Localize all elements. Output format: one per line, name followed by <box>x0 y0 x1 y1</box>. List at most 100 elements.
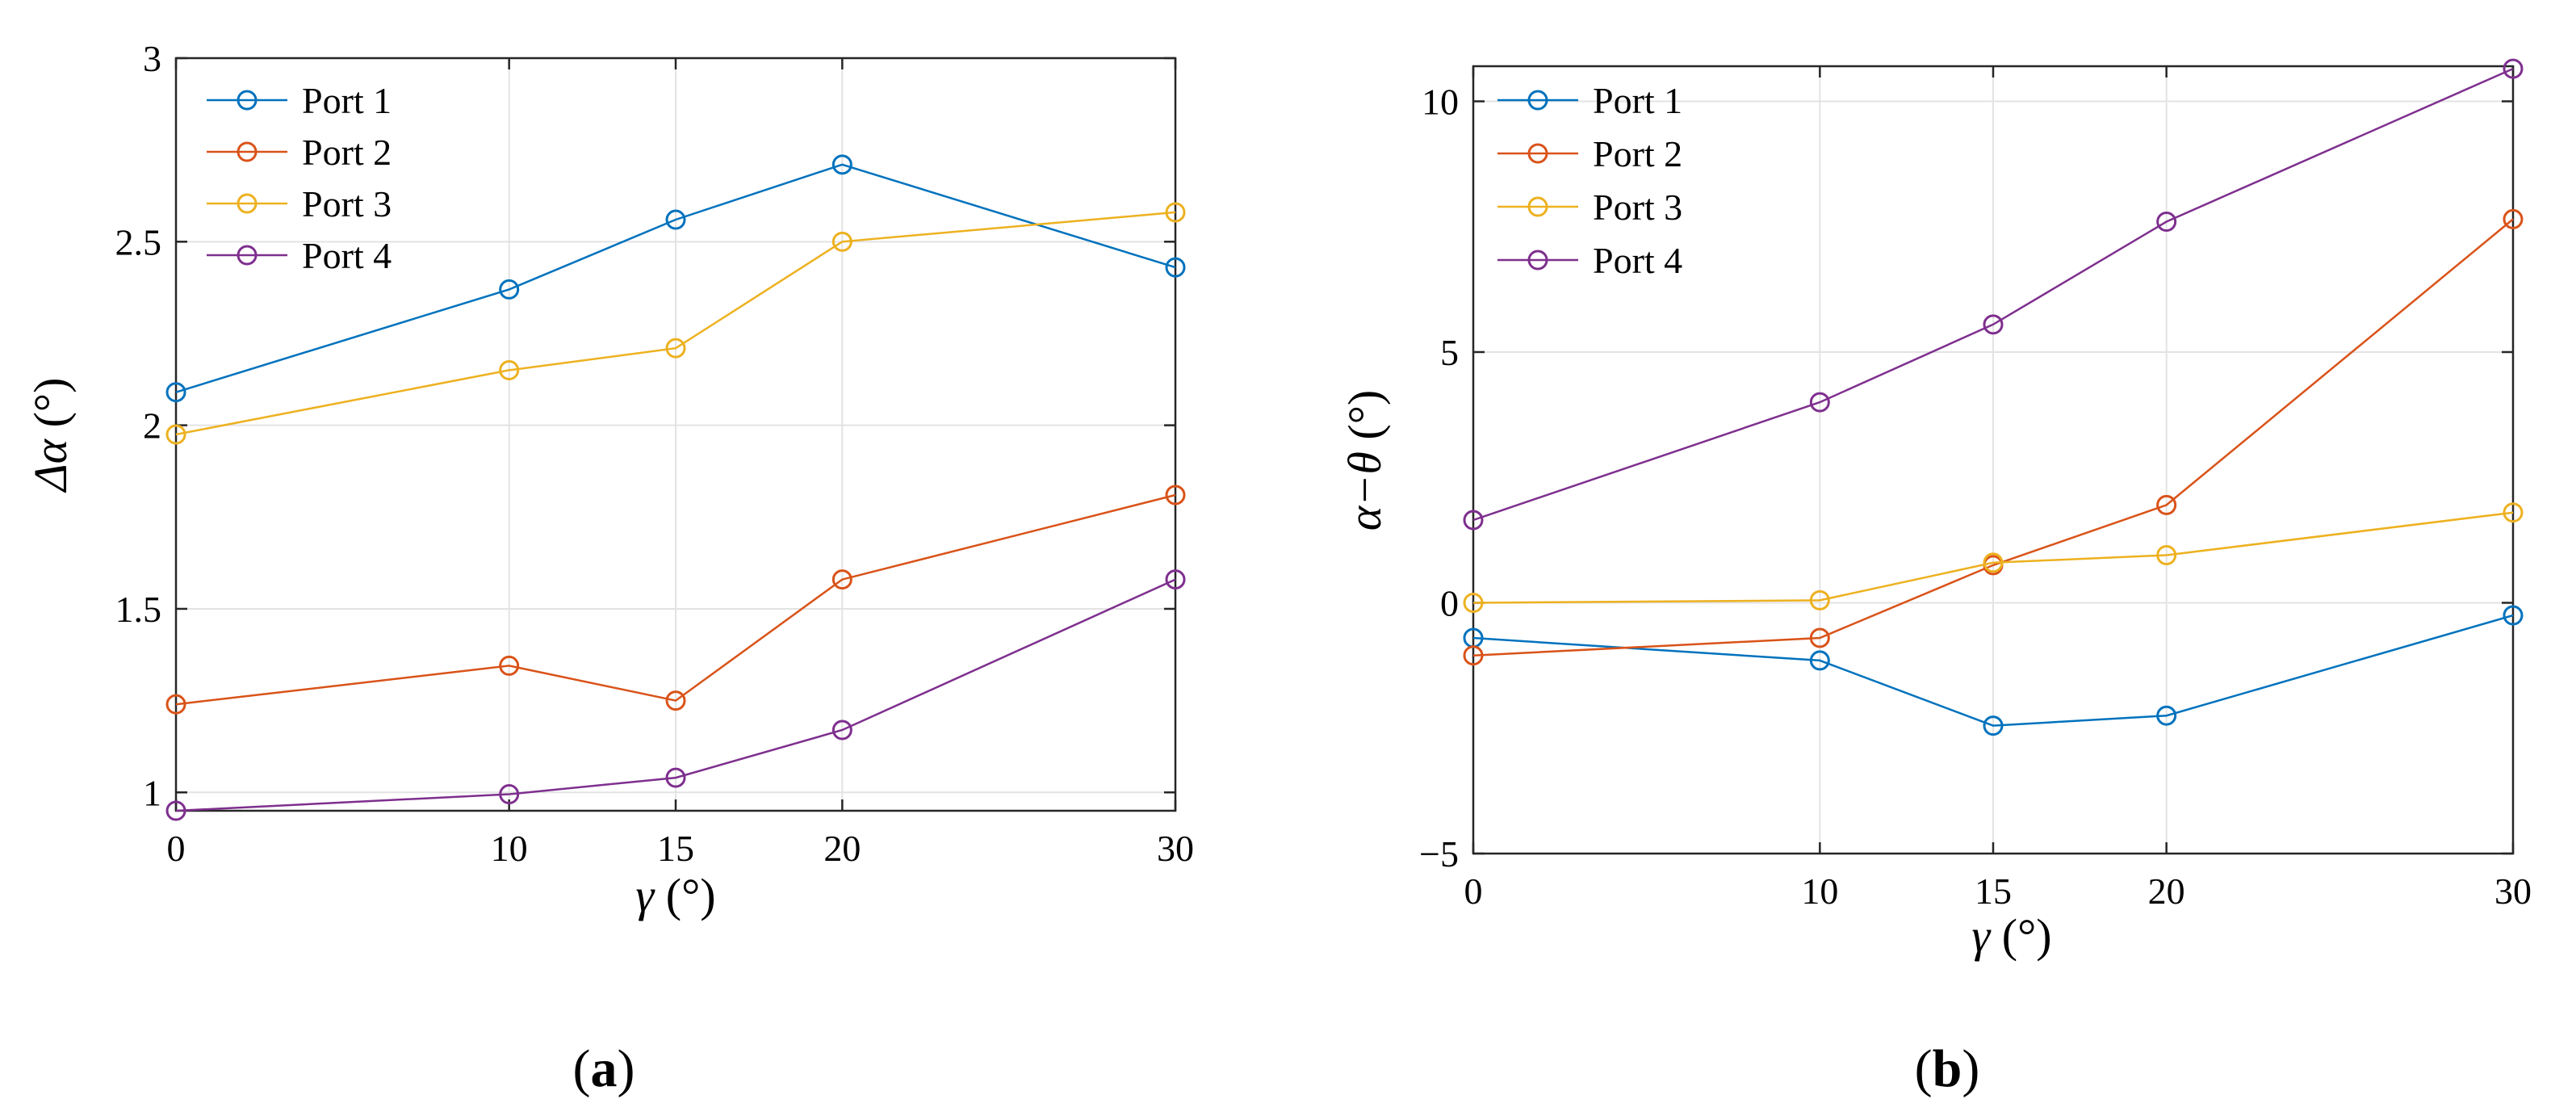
panel-a-data-point-port-2 <box>165 694 186 715</box>
panel-a-data-point-port-3 <box>165 424 186 445</box>
panel-b-data-point-port-2 <box>1809 627 1830 648</box>
panel-a-data-point-port-3 <box>831 231 852 252</box>
panel-b-data-point-port-3 <box>1809 589 1830 610</box>
panel-a-legend-label-port-2: Port 2 <box>302 132 392 173</box>
panel-b-x-tick-label: 20 <box>2148 871 2185 912</box>
panel-a-data-point-port-4 <box>499 784 520 805</box>
panel-b-data-point-port-3 <box>2156 544 2177 565</box>
panel-a-y-tick-label: 1 <box>143 772 161 813</box>
panel-b-data-point-port-1 <box>2503 605 2524 626</box>
panel-a-legend-marker-port-2 <box>237 141 258 162</box>
panel-a-legend-label-port-4: Port 4 <box>302 235 392 276</box>
panel-b-data-point-port-4 <box>2503 58 2524 79</box>
panel-a-data-point-port-1 <box>665 209 686 230</box>
panel-a-x-tick-label: 0 <box>167 828 186 869</box>
panel-a-series-line-port-1 <box>175 163 1176 393</box>
panel-a-legend-marker-port-4 <box>237 245 258 266</box>
panel-b-data-point-port-1 <box>1983 715 2004 736</box>
panel-a-data-point-port-1 <box>165 382 186 403</box>
panel-b-data-point-port-2 <box>2156 494 2177 515</box>
panel-a-x-axis-label: γ (°) <box>635 869 715 921</box>
panel-a-y-axis-label: Δα (°) <box>24 378 77 493</box>
panel-a-series-line-port-2 <box>175 493 1176 706</box>
panel-b-legend-label-port-3: Port 3 <box>1593 187 1682 228</box>
panel-a-data-point-port-4 <box>1165 569 1186 590</box>
panel-b-y-tick-label: −5 <box>1419 833 1459 875</box>
panel-b-data-point-port-3 <box>2503 502 2524 523</box>
panel-b-x-axis-unit: (°) <box>1990 909 2051 962</box>
panel-b-panel-label: (b) <box>1915 1039 1980 1098</box>
panel-b-y-axis-label: α−θ (°) <box>1338 390 1391 531</box>
panel-a-x-tick-label: 20 <box>823 828 861 869</box>
panel-b-data-point-port-2 <box>1463 645 1484 666</box>
panel-b-data-point-port-1 <box>2156 705 2177 726</box>
panel-b-data-point-port-4 <box>2156 212 2177 233</box>
panel-b-legend-marker-port-4 <box>1527 250 1548 271</box>
panel-a-data-point-port-1 <box>499 279 520 300</box>
panel-b-x-axis-symbol: γ <box>1971 909 1992 962</box>
panel-a-legend-marker-port-1 <box>237 90 258 111</box>
panel-a-data-point-port-2 <box>1165 485 1186 506</box>
panel-a-data-point-port-2 <box>499 655 520 676</box>
panel-b-legend-label-port-4: Port 4 <box>1593 240 1682 281</box>
panel-b-x-tick-label: 15 <box>1975 871 2012 912</box>
panel-a-data-point-port-3 <box>665 338 686 359</box>
panel-b-y-tick-label: 5 <box>1440 332 1459 373</box>
panel-b-legend-label-port-2: Port 2 <box>1593 133 1682 174</box>
panel-a-x-axis-unit: (°) <box>654 869 715 921</box>
panel-b-series-line-port-2 <box>1472 218 2514 657</box>
panel-b-data-point-port-4 <box>1983 314 2004 335</box>
panel-a-data-point-port-4 <box>831 720 852 741</box>
panel-a-y-tick-label: 3 <box>143 38 161 79</box>
panel-b-series-line-port-4 <box>1472 67 2514 522</box>
panel-a-panel-label: (a) <box>573 1039 635 1098</box>
panel-a-legend-label-port-3: Port 3 <box>302 183 392 224</box>
panel-a-x-axis-symbol: γ <box>635 869 656 921</box>
panel-b-data-point-port-3 <box>1983 552 2004 573</box>
panel-b-x-tick-label: 10 <box>1801 871 1838 912</box>
panel-a-y-tick-label: 1.5 <box>115 589 162 630</box>
panel-a-chart: 0 10 15 20 30 1 1.5 2 2.5 3 Port 1 Port 2 Port 3 Port… <box>24 38 1194 1098</box>
panel-a-y-axis-symbol: Δα <box>24 438 77 493</box>
panel-b-x-tick-label: 30 <box>2494 871 2532 912</box>
panel-b-legend-label-port-1: Port 1 <box>1593 80 1682 121</box>
panel-b-data-point-port-1 <box>1809 650 1830 671</box>
panel-b-data-point-port-4 <box>1809 392 1830 413</box>
panel-b-legend-marker-port-2 <box>1527 143 1548 164</box>
panel-a-data-point-port-1 <box>1165 257 1186 278</box>
panel-a-x-tick-label: 15 <box>657 828 694 869</box>
panel-a-data-point-port-1 <box>831 154 852 175</box>
panel-a-data-point-port-4 <box>665 767 686 788</box>
panel-b-x-tick-label: 0 <box>1464 871 1483 912</box>
panel-a-panel-letter: a <box>591 1039 618 1098</box>
panel-b-panel-letter: b <box>1933 1039 1962 1098</box>
panel-a-data-point-port-3 <box>1165 202 1186 223</box>
panel-b-series-line-port-3 <box>1472 511 2514 604</box>
panel-b-legend-marker-port-1 <box>1527 90 1548 111</box>
panel-a-data-point-port-4 <box>165 800 186 821</box>
panel-b-data-point-port-2 <box>2503 208 2524 229</box>
panel-a-series-line-port-3 <box>175 211 1176 436</box>
panel-a-data-point-port-3 <box>499 359 520 380</box>
panel-a-x-tick-label: 10 <box>491 828 528 869</box>
panel-b-y-axis-symbol: α−θ <box>1338 451 1391 531</box>
panel-b-y-tick-label: 0 <box>1440 582 1459 623</box>
panel-b-y-axis-unit: (°) <box>1338 390 1391 451</box>
panel-a-y-tick-label: 2.5 <box>115 221 162 262</box>
panel-b-series-line-port-1 <box>1472 614 2514 727</box>
panel-a-data-point-port-2 <box>665 690 686 711</box>
panel-a-series-line-port-4 <box>175 578 1176 812</box>
panel-b-x-axis-label: γ (°) <box>1971 909 2051 962</box>
panel-a-legend-label-port-1: Port 1 <box>302 80 392 121</box>
panel-a-x-tick-label: 30 <box>1157 828 1194 869</box>
panel-b-data-point-port-3 <box>1463 592 1484 613</box>
panel-a-legend-marker-port-3 <box>237 193 258 214</box>
panel-b-legend-marker-port-3 <box>1527 196 1548 217</box>
panel-a-data-point-port-2 <box>831 569 852 590</box>
panel-a-y-axis-unit: (°) <box>24 378 77 439</box>
panel-b-y-tick-label: 10 <box>1422 81 1459 122</box>
panel-b-data-point-port-4 <box>1463 510 1484 531</box>
panel-a-y-tick-label: 2 <box>143 405 161 447</box>
